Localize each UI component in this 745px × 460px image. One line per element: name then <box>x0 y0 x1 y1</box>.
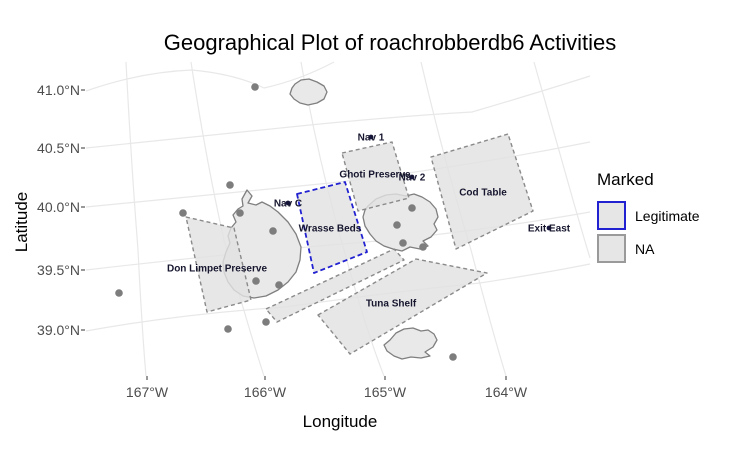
island <box>383 327 438 360</box>
activity-point <box>224 325 232 333</box>
legend-item-na: NA <box>597 234 745 263</box>
activity-point <box>262 318 270 326</box>
chart-title: Geographical Plot of roachrobberdb6 Acti… <box>163 30 617 55</box>
nav-point-label: Nav 1 <box>358 133 385 144</box>
activity-point <box>449 353 457 361</box>
y-tick-label: 39.5°N <box>37 262 80 278</box>
region-shelf-strip <box>265 248 405 323</box>
region-tuna-shelf <box>317 258 488 355</box>
x-tick-label: 165°W <box>363 384 407 400</box>
legend-swatch-legitimate <box>597 201 626 230</box>
activity-point <box>236 209 244 217</box>
x-tick-label: 167°W <box>125 384 169 400</box>
island <box>289 78 328 106</box>
activity-point <box>115 289 123 297</box>
nav-point-label: Nav C <box>274 199 302 210</box>
region-label-ghoti-preserve: Ghoti Preserve <box>339 170 411 181</box>
graticule-line <box>85 61 335 92</box>
activity-point <box>408 204 416 212</box>
graticule-line <box>125 61 147 377</box>
graticule-line <box>85 75 591 149</box>
activity-point <box>399 239 407 247</box>
region-label-don-limpet-preserve: Don Limpet Preserve <box>167 264 267 275</box>
activity-point <box>252 277 260 285</box>
x-tick-label: 164°W <box>484 384 528 400</box>
nav-point <box>285 200 291 206</box>
graticule-line <box>533 61 591 259</box>
region-label-cod-table: Cod Table <box>459 188 507 199</box>
activity-point <box>251 83 259 91</box>
activity-point <box>226 181 234 189</box>
region-cod-table <box>430 133 534 250</box>
x-axis-title: Longitude <box>302 412 378 431</box>
y-tick-label: 41.0°N <box>37 82 80 98</box>
region-label-tuna-shelf: Tuna Shelf <box>366 299 417 310</box>
legend-swatch-na <box>597 234 626 263</box>
y-tick-label: 40.0°N <box>37 199 80 215</box>
legend-label: Legitimate <box>635 207 700 224</box>
legend-item-legitimate: Legitimate <box>597 201 745 230</box>
region-label-wrasse-beds: Wrasse Beds <box>299 224 362 235</box>
y-axis-title: Latitude <box>12 191 31 253</box>
graticule-line <box>420 61 507 377</box>
nav-point <box>409 174 415 180</box>
activity-point <box>269 227 277 235</box>
activity-point <box>275 281 283 289</box>
activity-point <box>419 243 427 251</box>
legend: Marked Legitimate NA <box>597 170 745 267</box>
legend-label: NA <box>635 240 655 257</box>
nav-point <box>368 134 374 140</box>
legend-title: Marked <box>597 170 654 189</box>
region-don-limpet-preserve <box>185 216 252 313</box>
x-tick-label: 166°W <box>243 384 287 400</box>
activity-point <box>393 221 401 229</box>
nav-point-label: Nav 2 <box>399 173 426 184</box>
y-tick-label: 40.5°N <box>37 140 80 156</box>
region-wrasse-beds <box>296 181 368 274</box>
nav-point <box>546 225 552 231</box>
activity-point <box>179 209 187 217</box>
y-tick-label: 39.0°N <box>37 322 80 338</box>
region-ghoti-preserve <box>341 141 410 212</box>
nav-point-label: Exit East <box>528 224 571 235</box>
legend-items: Legitimate NA <box>597 201 745 263</box>
